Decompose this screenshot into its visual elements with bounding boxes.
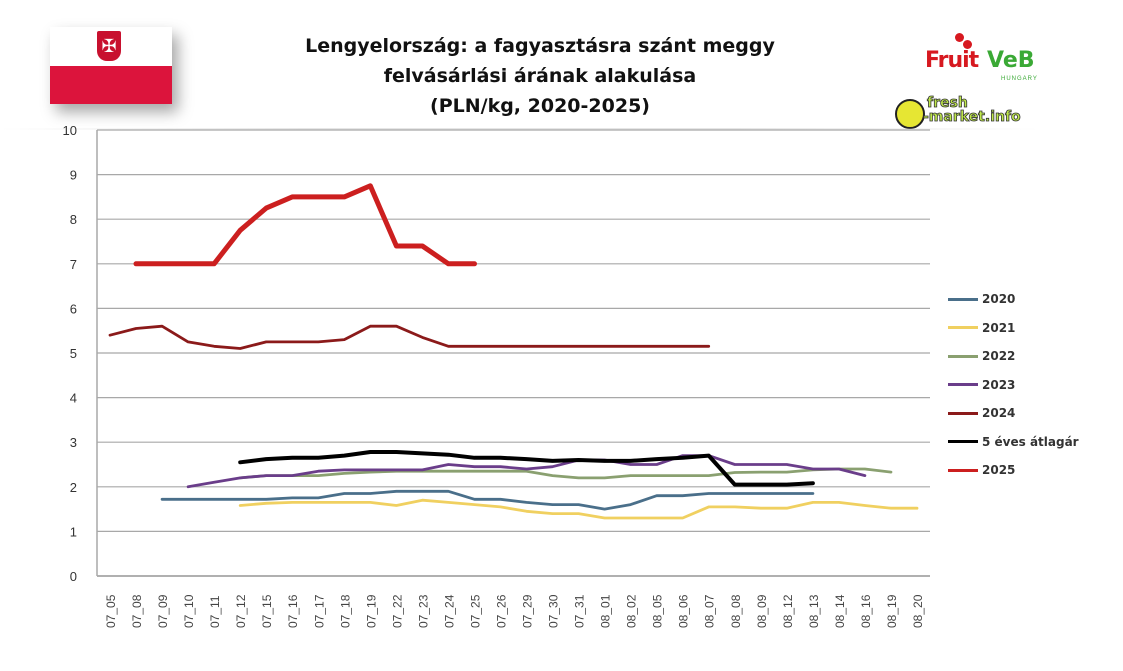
y-tick-label: 5 — [70, 346, 77, 361]
flag-white-stripe: ✠ — [50, 27, 172, 66]
title-line-2: felvásárlási árának alakulása — [383, 65, 697, 87]
legend-swatch — [948, 411, 978, 415]
y-tick-label: 0 — [70, 569, 77, 584]
fruitveb-logo-subtext: HUNGARY — [1001, 76, 1038, 82]
legend-item: 5 éves átlagár — [948, 428, 1079, 457]
series-line-2023 — [186, 454, 867, 489]
x-tick-label: 07_08 — [130, 594, 144, 628]
y-axis-ticks: 0 1 2 3 4 5 6 7 8 9 10 — [63, 123, 77, 584]
legend-item: 2023 — [948, 371, 1079, 400]
freshmarket-logo-line1: fresh — [927, 95, 969, 112]
legend-label: 2021 — [982, 320, 1016, 335]
x-tick-label: 08_07 — [703, 594, 717, 628]
x-tick-label: 08_12 — [781, 594, 795, 628]
poland-flag-icon: ✠ — [50, 27, 172, 104]
legend-swatch — [948, 297, 978, 301]
series-line-2024 — [108, 324, 711, 350]
freshmarket-logo: fresh -market.info — [893, 95, 1038, 133]
legend-item: 2020 — [948, 285, 1079, 314]
freshmarket-logo-line2: -market.info — [923, 109, 1021, 126]
title-line-3: (PLN/kg, 2020-2025) — [430, 95, 650, 117]
y-tick-label: 4 — [70, 391, 77, 406]
gridlines — [96, 129, 930, 577]
fruitveb-logo: Fruit VeB HUNGARY — [925, 28, 1045, 88]
series-lines — [108, 183, 919, 520]
legend-label: 2024 — [982, 406, 1016, 421]
fruitveb-logo-fruit: Fruit — [925, 48, 979, 73]
x-tick-label: 07_17 — [312, 594, 326, 628]
title-line-1: Lengyelország: a fagyasztásra szánt megg… — [305, 35, 775, 57]
legend-swatch — [948, 468, 978, 472]
y-tick-label: 10 — [63, 123, 77, 138]
x-tick-label: 07_10 — [182, 594, 196, 628]
legend-item: 2025 — [948, 456, 1079, 485]
x-tick-label: 07_16 — [286, 594, 300, 628]
y-tick-label: 9 — [70, 168, 77, 183]
series-line-2025 — [133, 183, 477, 267]
x-tick-label: 07_26 — [494, 594, 508, 628]
cherry-icon — [955, 33, 964, 42]
y-tick-label: 6 — [70, 301, 77, 316]
x-tick-label: 08_14 — [833, 594, 847, 628]
x-tick-label: 07_15 — [260, 594, 274, 628]
legend-label: 2022 — [982, 349, 1016, 364]
x-tick-label: 07_29 — [521, 594, 535, 628]
x-tick-label: 08_19 — [885, 594, 899, 628]
fruitveb-logo-veb: VeB — [987, 48, 1035, 73]
series-line-2020 — [160, 489, 815, 511]
y-tick-label: 1 — [70, 524, 77, 539]
legend-swatch — [948, 383, 978, 387]
x-tick-label: 07_19 — [364, 594, 378, 628]
x-tick-label: 08_09 — [755, 594, 769, 628]
flag-red-stripe — [50, 65, 172, 104]
x-tick-label: 07_05 — [104, 594, 118, 628]
eagle-coat-of-arms-icon: ✠ — [97, 31, 121, 61]
y-tick-label: 2 — [70, 480, 77, 495]
legend-label: 2020 — [982, 292, 1016, 307]
legend: 2020 2021 2022 2023 2024 5 éves átlagár 2025 — [948, 285, 1079, 485]
legend-swatch — [948, 440, 978, 444]
x-tick-label: 07_23 — [416, 594, 430, 628]
legend-label: 2023 — [982, 377, 1016, 392]
header-divider — [0, 128, 1040, 130]
legend-swatch — [948, 354, 978, 358]
legend-label: 5 éves átlagár — [982, 434, 1079, 449]
x-tick-label: 07_31 — [573, 594, 587, 628]
series-line-2021 — [238, 498, 919, 520]
legend-swatch — [948, 326, 978, 330]
x-tick-label: 08_13 — [807, 594, 821, 628]
x-tick-label: 08_16 — [859, 594, 873, 628]
x-tick-label: 07_12 — [234, 594, 248, 628]
series-line-2022 — [238, 467, 893, 480]
y-tick-label: 8 — [70, 212, 77, 227]
y-tick-label: 7 — [70, 257, 77, 272]
chart-title: Lengyelország: a fagyasztásra szánt megg… — [280, 31, 800, 121]
x-tick-label: 07_24 — [442, 594, 456, 628]
legend-item: 2024 — [948, 399, 1079, 428]
x-tick-label: 07_09 — [156, 594, 170, 628]
legend-item: 2022 — [948, 342, 1079, 371]
y-tick-label: 3 — [70, 435, 77, 450]
cherry-icon — [963, 40, 972, 49]
x-tick-label: 07_30 — [547, 594, 561, 628]
x-tick-label: 07_22 — [390, 594, 404, 628]
x-tick-label: 07_25 — [468, 594, 482, 628]
legend-label: 2025 — [982, 463, 1016, 478]
x-tick-label: 07_11 — [208, 595, 222, 628]
x-tick-label: 08_06 — [677, 594, 691, 628]
x-tick-label: 07_18 — [338, 594, 352, 628]
x-axis-ticks: 07_05 07_08 07_09 07_10 07_11 07_12 07_15 07_16… — [104, 594, 925, 628]
x-tick-label: 08_02 — [625, 594, 639, 628]
x-tick-label: 08_05 — [651, 594, 665, 628]
series-line-5-éves-átlagár — [238, 450, 815, 487]
legend-item: 2021 — [948, 314, 1079, 343]
x-tick-label: 08_20 — [911, 594, 925, 628]
x-tick-label: 08_08 — [729, 594, 743, 628]
x-tick-label: 08_01 — [599, 594, 613, 628]
